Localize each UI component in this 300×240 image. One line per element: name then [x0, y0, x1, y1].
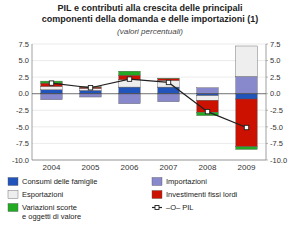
- text-line: componenti della domanda e delle importa…: [42, 14, 259, 24]
- zero-line: [32, 93, 266, 94]
- y2-tick-label: 2.5: [270, 73, 280, 82]
- bar: [236, 99, 257, 147]
- y2-tick-label: 7.5: [270, 40, 280, 49]
- y2-tick-label: 0.0: [270, 89, 280, 98]
- text-line: Esportazioni: [22, 190, 64, 199]
- title: PIL e contributi alla crescita delle pri…: [42, 3, 259, 24]
- text-line: Investimenti fissi lordi: [166, 190, 238, 199]
- bar: [158, 78, 179, 79]
- grid-line: [32, 160, 266, 161]
- bar: [119, 71, 140, 75]
- text-line: PIL e contributi alla crescita delle pri…: [58, 3, 243, 13]
- y-tick-label: -7.5: [16, 139, 29, 148]
- y-tick-label: -5.0: [16, 123, 29, 132]
- bar: [41, 94, 62, 100]
- y-tick-label: 7.5: [19, 40, 29, 49]
- legend-label: Importazioni: [166, 177, 207, 186]
- bar: [197, 96, 218, 101]
- grid-line: [32, 44, 266, 45]
- bar: [236, 94, 257, 99]
- line-marker: [49, 81, 53, 85]
- bar: [236, 147, 257, 150]
- subtitle: (valori percentuali): [117, 27, 183, 36]
- y2-tick-label: -5.0: [270, 123, 283, 132]
- x-tick-label: 2008: [199, 163, 217, 172]
- bar: [236, 46, 257, 76]
- x-axis-line: [32, 160, 266, 161]
- y2-tick-label: -2.5: [270, 106, 283, 115]
- line-marker: [127, 77, 131, 81]
- grid-line: [32, 60, 266, 61]
- bar: [41, 86, 62, 89]
- text-line: –O– PIL: [166, 203, 194, 212]
- bar: [80, 94, 101, 97]
- y2-axis-line: [266, 44, 267, 160]
- line: [52, 79, 247, 127]
- legend-label: –O– PIL: [166, 203, 194, 212]
- bar: [197, 88, 218, 94]
- line-marker: [244, 125, 248, 129]
- grid-line: [32, 77, 266, 78]
- legend-swatch: [8, 191, 18, 199]
- text-line: Consumi delle famiglie: [22, 177, 97, 186]
- grid-line: [32, 93, 266, 94]
- legend-swatch: [8, 178, 18, 186]
- legend-label: Investimenti fissi lordi: [166, 190, 238, 199]
- chart: PIL e contributi alla crescita delle pri…: [0, 0, 300, 240]
- line-marker: [205, 109, 209, 113]
- x-tick-label: 2004: [43, 163, 61, 172]
- y-tick-label: 0.0: [19, 89, 29, 98]
- bar: [158, 94, 179, 102]
- y-tick-label: -10.0: [12, 156, 29, 165]
- text-line: Importazioni: [166, 177, 207, 186]
- y2-tick-label: 5.0: [270, 56, 280, 65]
- x-tick-label: 2007: [160, 163, 178, 172]
- bar: [119, 87, 140, 94]
- y-tick-label: 5.0: [19, 56, 29, 65]
- grid-line: [32, 126, 266, 127]
- grid-line: [32, 143, 266, 144]
- text-line: e oggetti di valore: [22, 212, 81, 221]
- legend-marker: [155, 206, 159, 210]
- x-tick-label: 2006: [121, 163, 139, 172]
- legend-swatch: [8, 204, 18, 212]
- bar: [80, 90, 101, 93]
- bar: [119, 94, 140, 104]
- line-marker: [88, 86, 92, 90]
- y-tick-label: 2.5: [19, 73, 29, 82]
- y-axis-line: [32, 44, 33, 160]
- text-line: Variazioni scorte: [22, 203, 77, 212]
- y2-tick-label: -7.5: [270, 139, 283, 148]
- y2-tick-label: -10.0: [270, 156, 287, 165]
- legend-label: Consumi delle famiglie: [22, 177, 97, 186]
- line-marks: [49, 77, 248, 130]
- x-tick-label: 2009: [238, 163, 256, 172]
- plot-marks: [41, 46, 257, 149]
- legend-label: Esportazioni: [22, 190, 64, 199]
- grid-line: [32, 110, 266, 111]
- x-tick-label: 2005: [82, 163, 100, 172]
- legend-label: Variazioni scortee oggetti di valore: [22, 203, 81, 221]
- y-tick-label: -2.5: [16, 106, 29, 115]
- line-marker: [166, 80, 170, 84]
- bar: [236, 76, 257, 93]
- legend-swatch: [152, 191, 162, 199]
- bar: [41, 90, 62, 94]
- legend-swatch: [152, 178, 162, 186]
